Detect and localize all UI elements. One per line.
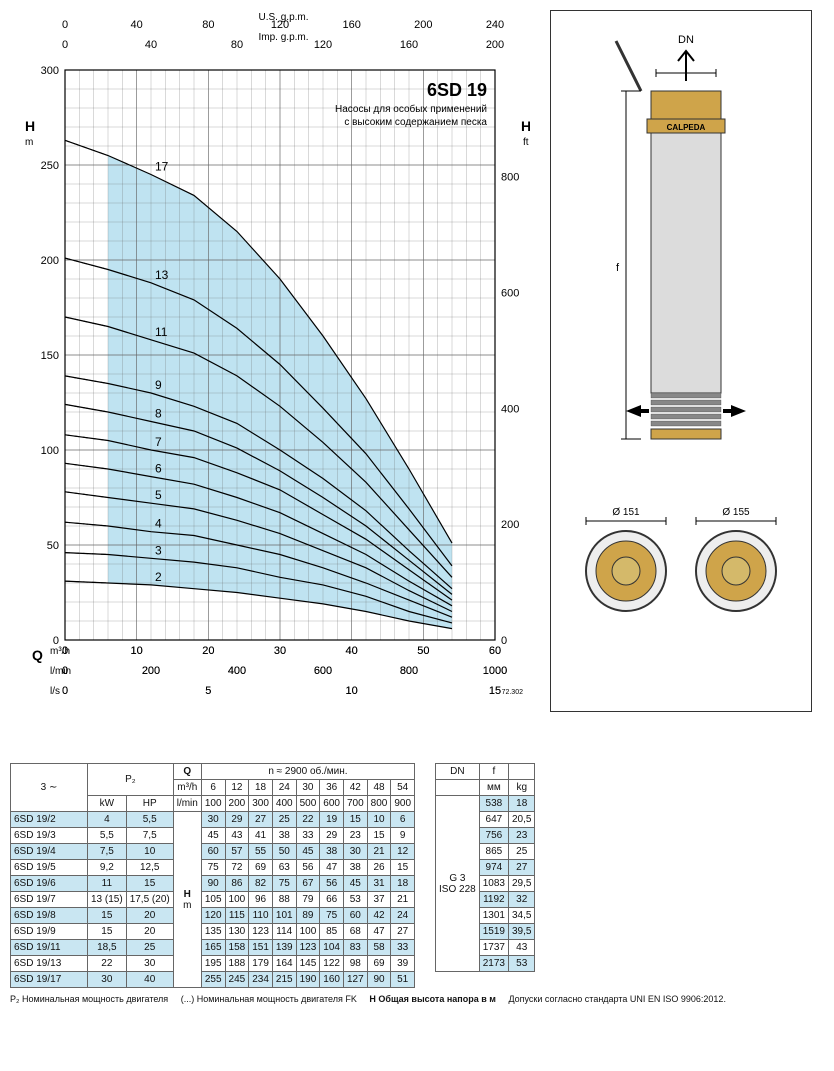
model-cell: 6SD 19/4 (11, 844, 88, 860)
svg-text:10: 10 (346, 685, 358, 697)
svg-text:300: 300 (41, 65, 59, 77)
svg-text:120: 120 (314, 39, 332, 51)
dimensional-drawing: CALPEDA DN f Ø 151 Ø 155 (550, 10, 812, 712)
footnote-fk: (...) Номинальная мощность двигателя FK (181, 994, 357, 1004)
svg-text:9: 9 (155, 378, 162, 392)
svg-text:20: 20 (202, 645, 214, 657)
svg-text:240: 240 (486, 19, 504, 31)
svg-text:DN: DN (678, 34, 694, 46)
svg-text:600: 600 (501, 288, 519, 300)
svg-text:f: f (616, 262, 620, 274)
svg-text:30: 30 (274, 645, 286, 657)
model-cell: 6SD 19/9 (11, 924, 88, 940)
svg-text:2: 2 (155, 570, 162, 584)
svg-text:l/s: l/s (50, 686, 60, 697)
svg-text:с высоким содержанием песка: с высоким содержанием песка (344, 117, 487, 128)
svg-text:0: 0 (62, 645, 68, 657)
performance-table: 3 ∼P₂Qn ≈ 2900 об./мин.m³/h6121824303642… (10, 763, 415, 988)
svg-text:80: 80 (231, 39, 243, 51)
footnote-h: H Общая высота напора в м (369, 994, 496, 1004)
dimensions-table: DNfммkgG 3ISO 2285381864720,575623865259… (435, 763, 535, 972)
svg-text:80: 80 (202, 19, 214, 31)
svg-text:1000: 1000 (483, 665, 507, 677)
svg-text:5: 5 (205, 685, 211, 697)
svg-text:40: 40 (131, 19, 143, 31)
svg-text:160: 160 (400, 39, 418, 51)
svg-text:13: 13 (155, 268, 169, 282)
svg-text:15: 15 (489, 685, 501, 697)
svg-text:ft: ft (523, 137, 529, 148)
svg-text:m: m (25, 137, 33, 148)
model-cell: 6SD 19/7 (11, 892, 88, 908)
svg-text:800: 800 (400, 665, 418, 677)
svg-text:Q: Q (32, 647, 43, 663)
model-cell: 6SD 19/11 (11, 940, 88, 956)
footnote-tol: Допуски согласно стандарта UNI EN ISO 99… (508, 994, 726, 1004)
svg-text:200: 200 (486, 39, 504, 51)
svg-text:11: 11 (155, 325, 168, 339)
svg-text:8: 8 (155, 407, 162, 421)
svg-text:0: 0 (501, 635, 507, 647)
svg-text:72.302: 72.302 (502, 689, 524, 696)
svg-text:6: 6 (155, 462, 162, 476)
model-cell: 6SD 19/8 (11, 908, 88, 924)
svg-text:400: 400 (501, 403, 519, 415)
performance-chart: 23456789111317050100150200250300Hm020040… (10, 10, 530, 743)
svg-text:200: 200 (414, 19, 432, 31)
footnotes: P₂ Номинальная мощность двигателя (...) … (10, 994, 824, 1004)
svg-text:0: 0 (62, 39, 68, 51)
svg-text:250: 250 (41, 160, 59, 172)
svg-text:400: 400 (228, 665, 246, 677)
svg-text:0: 0 (62, 19, 68, 31)
svg-text:Imp. g.p.m.: Imp. g.p.m. (259, 32, 309, 43)
svg-text:4: 4 (155, 517, 162, 531)
model-cell: 6SD 19/2 (11, 812, 88, 828)
svg-text:10: 10 (131, 645, 143, 657)
svg-text:H: H (521, 118, 530, 134)
svg-text:600: 600 (314, 665, 332, 677)
footnote-p2: P₂ Номинальная мощность двигателя (10, 994, 168, 1004)
svg-text:5: 5 (155, 488, 162, 502)
svg-text:40: 40 (145, 39, 157, 51)
svg-text:50: 50 (417, 645, 429, 657)
svg-text:3: 3 (155, 543, 162, 557)
svg-text:0: 0 (62, 685, 68, 697)
svg-text:100: 100 (41, 445, 59, 457)
svg-text:17: 17 (155, 160, 169, 174)
svg-text:6SD 19: 6SD 19 (427, 80, 487, 100)
svg-text:200: 200 (41, 255, 59, 267)
svg-text:800: 800 (501, 172, 519, 184)
svg-text:150: 150 (41, 350, 59, 362)
model-cell: 6SD 19/5 (11, 860, 88, 876)
svg-text:U.S. g.p.m.: U.S. g.p.m. (259, 12, 309, 23)
model-cell: 6SD 19/6 (11, 876, 88, 892)
svg-text:40: 40 (346, 645, 358, 657)
svg-text:160: 160 (342, 19, 360, 31)
svg-text:7: 7 (155, 435, 162, 449)
svg-text:Ø 151: Ø 151 (612, 507, 640, 518)
model-cell: 6SD 19/3 (11, 828, 88, 844)
svg-text:CALPEDA: CALPEDA (667, 123, 706, 132)
svg-text:50: 50 (47, 540, 59, 552)
svg-text:200: 200 (501, 519, 519, 531)
svg-text:0: 0 (62, 665, 68, 677)
svg-text:Ø 155: Ø 155 (722, 507, 750, 518)
svg-text:Насосы для особых применений: Насосы для особых применений (335, 103, 487, 115)
svg-text:H: H (25, 118, 35, 134)
svg-text:200: 200 (142, 665, 160, 677)
model-cell: 6SD 19/17 (11, 972, 88, 988)
svg-text:60: 60 (489, 645, 501, 657)
model-cell: 6SD 19/13 (11, 956, 88, 972)
